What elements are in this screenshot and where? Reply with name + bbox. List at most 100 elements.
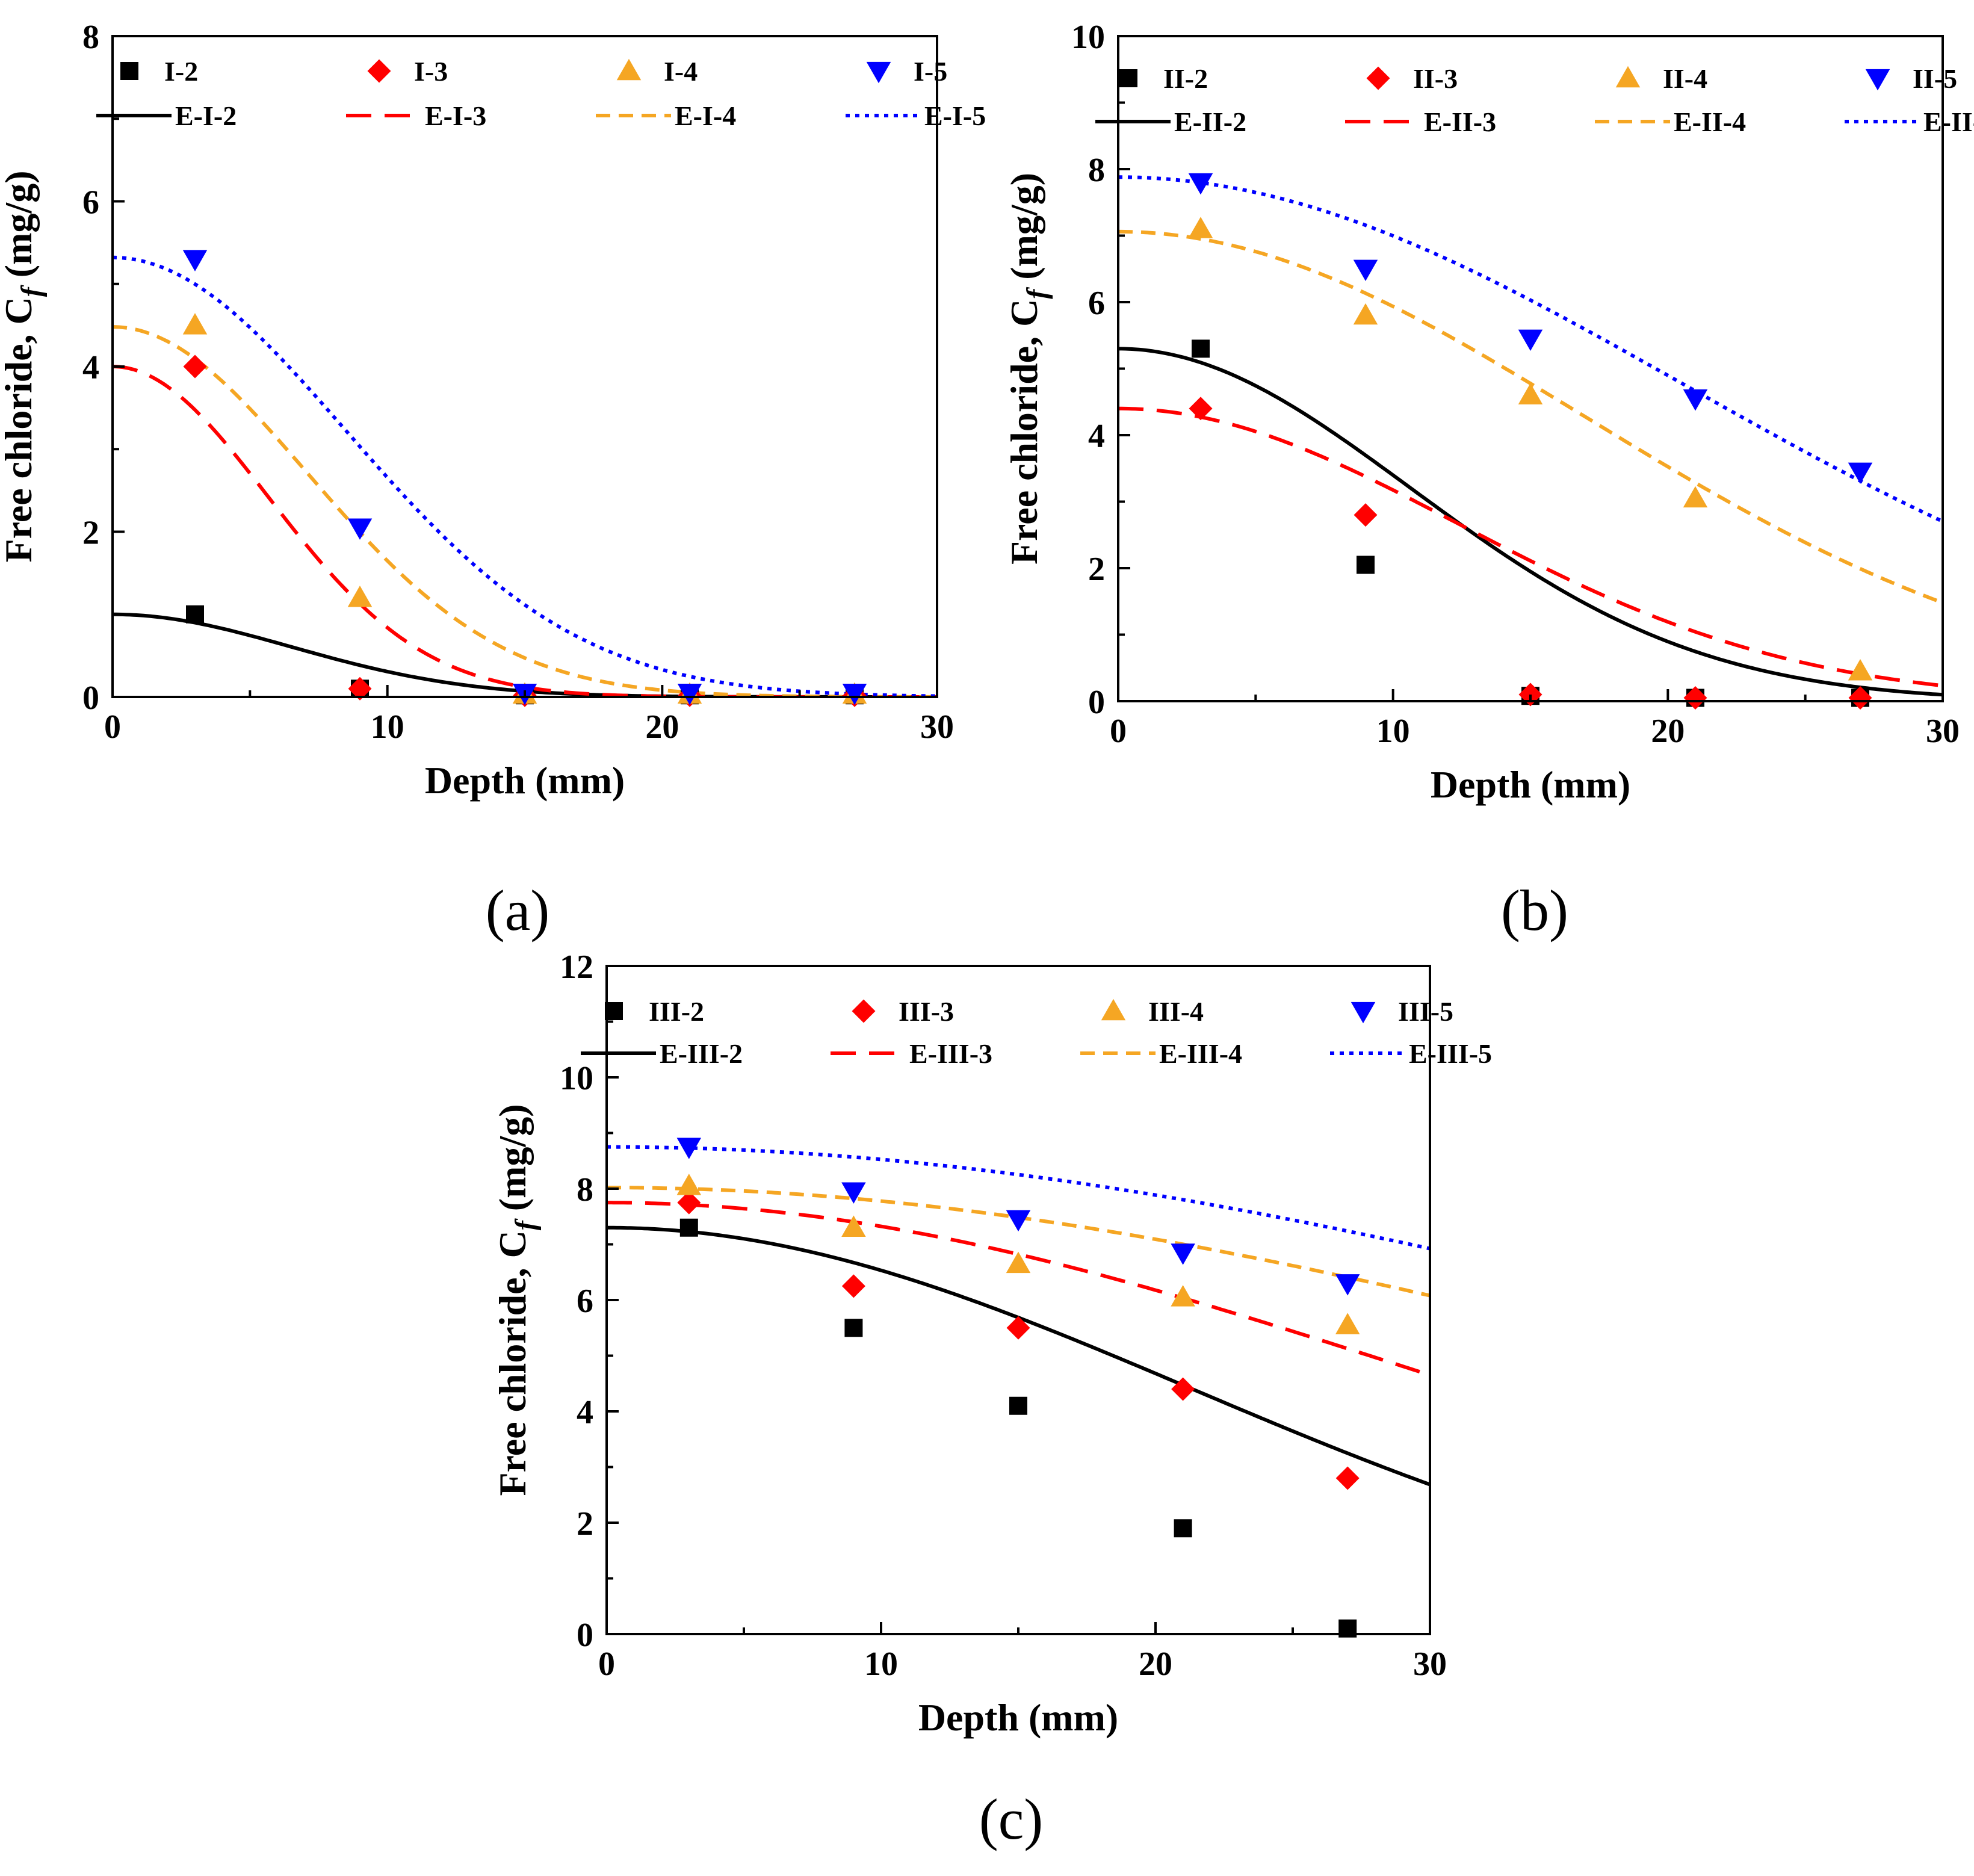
point-ii-4-2: [1353, 303, 1378, 325]
point-ii-5-1: [1188, 173, 1213, 195]
point-ii-4-1: [1188, 217, 1213, 238]
panel-c-x-tick-label: 10: [864, 1645, 898, 1683]
point-ii-2-1: [1192, 339, 1210, 358]
panel-c-plot: 0 10 20 30 0 2 4 6 8 10 12 Depth (mm) Free chloride,…: [491, 949, 1492, 1739]
point-iii-2-2: [844, 1319, 863, 1337]
panel-a-y-tick-label: 8: [82, 19, 99, 56]
panel-b-y-tick-label: 4: [1088, 418, 1105, 455]
point-iii-4-5: [1335, 1313, 1360, 1334]
panel-b-y-tick-label: 8: [1088, 152, 1105, 189]
panel-a-y-axis-title-subscript: f: [16, 285, 48, 297]
panel-b-y-tick-label: 2: [1088, 551, 1105, 588]
panel-c-x-tick-label: 0: [598, 1645, 615, 1683]
point-ii-5-3: [1518, 329, 1543, 351]
panel-c-x-axis-title: Depth (mm): [918, 1696, 1118, 1739]
series-ii-4: [1188, 217, 1873, 681]
point-ii-2-2: [1357, 556, 1375, 574]
panel-a-x-axis-title: Depth (mm): [425, 759, 625, 802]
panel-c-y-tick-label: 8: [577, 1171, 593, 1209]
legend-marker-iii-5: [1351, 1001, 1376, 1024]
legend-marker-i-3: [367, 59, 391, 83]
point-ii-3-4: [1683, 686, 1707, 710]
panel-c-label: (c): [979, 1787, 1044, 1851]
legend-label-e-i-2: E-I-2: [175, 101, 237, 131]
panel-c-y-tick-label: 6: [577, 1283, 593, 1320]
legend-label-ii-5: II-5: [1913, 63, 1957, 94]
legend-label-iii-3: III-3: [899, 996, 954, 1027]
point-iii-5-5: [1335, 1274, 1360, 1296]
panel-c: 0 10 20 30 0 2 4 6 8 10 12 Depth (mm) Free chloride,…: [491, 949, 1492, 1851]
point-i-5-5: [842, 683, 867, 705]
panel-b-y-tick-label: 10: [1071, 19, 1105, 56]
fit-line-e-iii-3: [607, 1201, 1430, 1377]
panel-a-x-tick-label: 30: [920, 708, 954, 746]
point-ii-5-4: [1683, 389, 1708, 411]
legend-marker-iii-2: [605, 1002, 623, 1020]
legend-marker-iii-3: [852, 999, 876, 1023]
series-iii-3: [677, 1190, 1360, 1490]
series-ii-3: [1189, 397, 1872, 710]
panel-a-y-axis-title-unit: (mg/g): [0, 170, 40, 287]
point-ii-3-1: [1189, 397, 1213, 421]
legend-label-iii-2: III-2: [649, 996, 704, 1027]
legend-label-iii-4: III-4: [1148, 996, 1204, 1027]
point-iii-2-4: [1174, 1519, 1192, 1538]
legend-label-e-iii-3: E-III-3: [909, 1038, 992, 1069]
legend-marker-i-5: [866, 61, 891, 84]
point-iii-3-2: [841, 1274, 865, 1298]
panel-a-label: (a): [486, 878, 550, 943]
legend-label-e-iii-4: E-III-4: [1159, 1038, 1242, 1069]
point-ii-4-3: [1518, 383, 1543, 404]
panel-b: 0 10 20 30 0 2 4 6 8 10 Depth (mm) Free chloride, C…: [1003, 19, 1974, 943]
point-i-4-1: [182, 313, 208, 335]
legend-label-e-ii-2: E-II-2: [1174, 107, 1246, 137]
panel-c-x-tick-label: 20: [1139, 1645, 1172, 1683]
panel-c-y-tick-label: 4: [577, 1394, 593, 1431]
panel-b-y-tick-label: 6: [1088, 285, 1105, 322]
panel-c-y-tick-label: 10: [560, 1060, 593, 1097]
point-iii-5-4: [1171, 1243, 1195, 1265]
point-i-5-4: [677, 683, 702, 705]
legend-label-e-i-5: E-I-5: [924, 101, 986, 131]
legend-label-e-ii-3: E-II-3: [1424, 107, 1496, 137]
fit-line-e-ii-5: [1118, 175, 1943, 524]
panel-c-y-tick-label: 2: [577, 1505, 593, 1543]
point-i-5-2: [347, 518, 373, 540]
point-i-3-2: [348, 676, 372, 701]
legend-marker-ii-4: [1615, 66, 1641, 88]
point-iii-5-3: [1006, 1210, 1031, 1232]
panel-c-y-axis-title: Free chloride, Cf (mg/g): [491, 1104, 542, 1496]
panel-a-y-axis-title-main: Free chloride, C: [0, 297, 40, 562]
legend-marker-iii-4: [1101, 998, 1126, 1021]
point-iii-5-2: [841, 1182, 866, 1204]
panel-a-y-tick-label: 4: [82, 349, 99, 386]
fit-line-e-i-4: [113, 325, 937, 697]
fit-line-e-ii-3: [1118, 406, 1943, 688]
panel-b-x-tick-label: 20: [1651, 713, 1685, 750]
legend-label-iii-5: III-5: [1398, 996, 1453, 1027]
point-i-3-1: [183, 354, 207, 379]
panel-a: 0 10 20 30 0 2 4 6 8 Depth (mm) Free chloride, Cf …: [0, 19, 986, 943]
legend-label-e-i-4: E-I-4: [675, 101, 736, 131]
point-ii-5-2: [1353, 259, 1378, 281]
panel-b-x-tick-label: 0: [1110, 713, 1127, 750]
legend-label-ii-4: II-4: [1663, 63, 1707, 94]
panel-b-label: (b): [1501, 878, 1568, 943]
point-iii-4-1: [676, 1174, 702, 1195]
panel-b-plot: 0 10 20 30 0 2 4 6 8 10 Depth (mm) Free chloride, C…: [1003, 19, 1974, 806]
point-iii-3-1: [677, 1190, 701, 1215]
legend-marker-i-2: [120, 62, 138, 80]
panel-b-y-tick-label: 0: [1088, 684, 1105, 721]
point-ii-3-5: [1848, 686, 1872, 710]
point-iii-4-4: [1171, 1285, 1195, 1307]
panel-b-y-axis-title-unit: (mg/g): [1003, 173, 1045, 289]
panel-c-legend: III-2 III-3 III-4 III-5 E-III-2 E-III-3 E-III-…: [581, 996, 1492, 1069]
series-iii-4: [676, 1174, 1360, 1334]
legend-marker-ii-5: [1865, 69, 1890, 91]
panel-a-y-tick-label: 6: [82, 184, 99, 221]
series-ii-5: [1188, 173, 1873, 484]
panel-c-y-axis-title-subscript: f: [510, 1218, 542, 1230]
panel-b-y-axis-title-subscript: f: [1021, 287, 1053, 299]
panel-c-x-tick-label: 30: [1413, 1645, 1447, 1683]
